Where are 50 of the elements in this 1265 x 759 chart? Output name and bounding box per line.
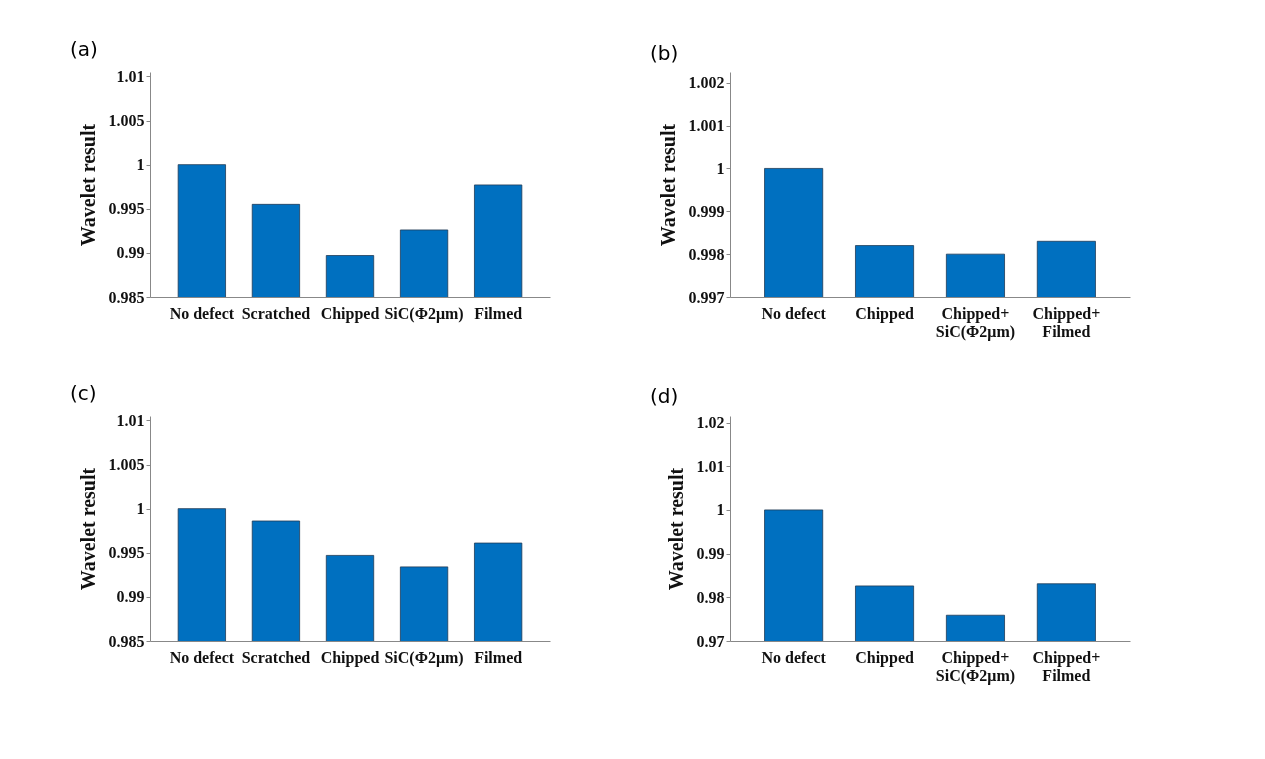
y-tick-label: 1.01 <box>116 411 145 429</box>
x-tick-label: Chipped+ SiC(Φ2μm) <box>935 648 1016 685</box>
y-tick-label: 1 <box>136 156 145 174</box>
x-tick-label: Chipped <box>320 304 380 323</box>
y-tick-label: 0.985 <box>108 288 145 306</box>
x-tick-label: No defect <box>761 304 827 322</box>
chart-title: (b) <box>650 41 679 65</box>
x-tick-label: No defect <box>761 648 827 666</box>
x-tick-label: Chipped+ Filmed <box>1032 304 1101 340</box>
y-tick-label: 0.99 <box>116 588 145 606</box>
y-axis-title: Wavelet result <box>656 123 679 247</box>
y-tick-label: 1.005 <box>108 456 145 474</box>
x-tick-label: Chipped <box>855 648 914 667</box>
x-tick-label: Chipped+ Filmed <box>1032 648 1101 684</box>
x-tick-label: Filmed <box>474 304 523 322</box>
y-tick-label: 0.97 <box>696 632 725 650</box>
y-tick-label: 1 <box>136 500 145 518</box>
y-tick-label: 0.99 <box>696 545 725 563</box>
y-tick-label: 1.02 <box>696 414 725 432</box>
x-tick-label: SiC(Φ2μm) <box>384 304 464 323</box>
y-tick-label: 1.01 <box>696 457 725 475</box>
y-tick-label: 0.997 <box>688 288 725 306</box>
y-axis-title: Wavelet result <box>76 467 99 591</box>
x-tick-label: No defect <box>169 648 235 666</box>
x-tick-label: Chipped <box>855 304 914 323</box>
y-tick-label: 0.995 <box>108 200 145 218</box>
y-tick-label: 0.985 <box>108 632 145 650</box>
y-tick-label: 1 <box>716 159 725 177</box>
y-tick-label: 1.001 <box>688 117 725 135</box>
x-tick-label: Chipped <box>320 648 380 667</box>
y-tick-label: 1.01 <box>116 67 145 85</box>
x-tick-label: Scratched <box>241 304 311 322</box>
x-tick-label: SiC(Φ2μm) <box>384 648 464 667</box>
y-tick-label: 0.98 <box>696 588 725 606</box>
y-tick-label: 0.999 <box>688 202 725 220</box>
x-tick-label: No defect <box>169 304 235 322</box>
y-axis-title: Wavelet result <box>76 123 99 247</box>
y-tick-label: 1.002 <box>688 74 725 92</box>
y-tick-label: 0.995 <box>108 544 145 562</box>
x-tick-label: Chipped+ SiC(Φ2μm) <box>935 304 1016 341</box>
y-axis-title: Wavelet result <box>664 467 687 591</box>
chart-title: (d) <box>650 383 679 408</box>
chart-title: (c) <box>70 381 97 406</box>
y-tick-label: 0.998 <box>688 245 725 263</box>
y-tick-label: 0.99 <box>116 244 145 262</box>
x-tick-label: Scratched <box>241 648 311 666</box>
y-tick-label: 1 <box>716 501 725 519</box>
x-tick-label: Filmed <box>474 648 523 666</box>
chart-title: (a) <box>70 37 98 62</box>
y-tick-label: 1.005 <box>108 112 145 130</box>
